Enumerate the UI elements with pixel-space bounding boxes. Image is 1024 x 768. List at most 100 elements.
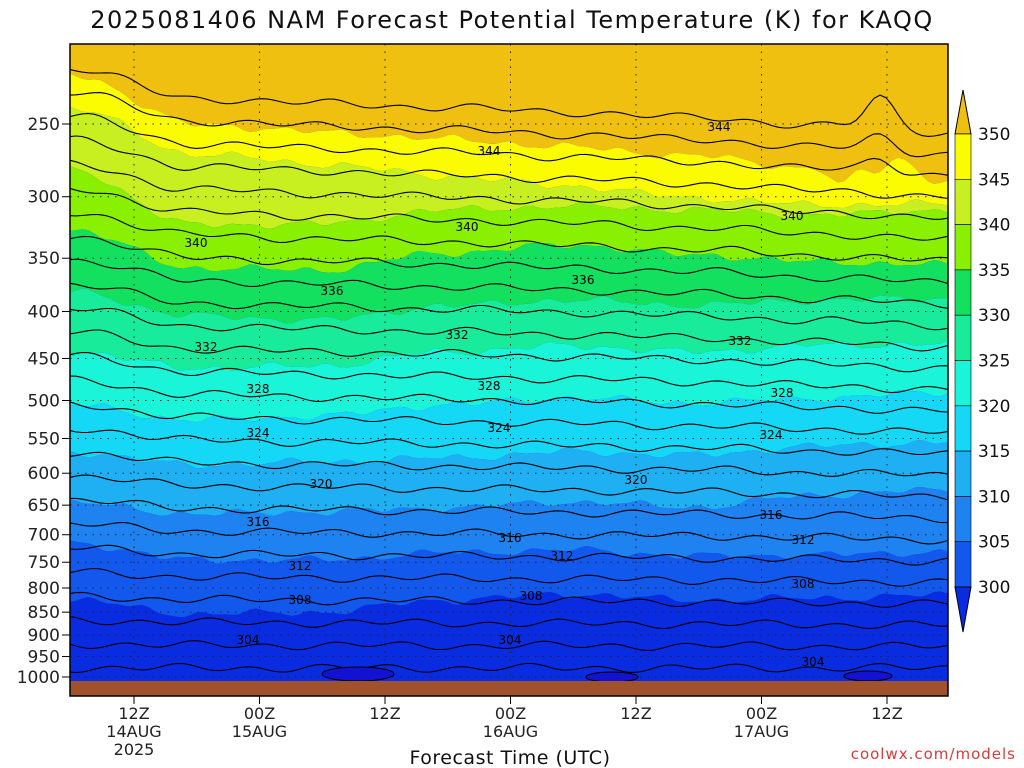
contour-label: 312	[551, 549, 574, 563]
contour-line	[70, 616, 948, 630]
contour-line	[70, 235, 948, 285]
colorbar-segment	[954, 360, 972, 407]
y-tick-label: 600	[28, 464, 60, 484]
contour-label: 340	[185, 236, 208, 250]
contour-label: 340	[781, 209, 804, 223]
y-tick-label: 750	[28, 553, 60, 573]
contour-label: 324	[488, 421, 511, 435]
contour-label: 328	[478, 379, 501, 393]
chart-title: 2025081406 NAM Forecast Potential Temper…	[90, 6, 933, 34]
band-fill	[70, 106, 948, 229]
colorbar-tick-label: 345	[978, 170, 1010, 190]
y-tick-label: 250	[28, 115, 60, 135]
contour-label: 344	[478, 144, 501, 158]
contour-line	[70, 159, 948, 220]
contour-label: 320	[625, 473, 648, 487]
contour-line	[70, 187, 948, 241]
contour-line	[70, 497, 948, 524]
y-tick-label: 350	[28, 249, 60, 269]
contour-line	[70, 351, 948, 394]
contour-line	[70, 258, 948, 309]
y-tick-label: 500	[28, 392, 60, 412]
y-tick-label: 550	[28, 430, 60, 450]
colorbar-segment	[954, 179, 972, 225]
band-fill	[70, 390, 948, 469]
filled-contour-bands	[70, 44, 948, 696]
x-tick-year: 2025	[114, 740, 155, 759]
y-tick-label: 950	[28, 648, 60, 668]
x-tick-time: 00Z	[746, 704, 777, 723]
colorbar-overflow-bottom	[954, 586, 972, 633]
contour-line	[70, 135, 948, 199]
contour-line	[70, 401, 948, 435]
ground-strip	[70, 681, 948, 696]
contour-label: 332	[446, 328, 469, 342]
colorbar-tick-label: 330	[978, 306, 1010, 326]
cold-pocket	[321, 666, 395, 682]
contour-label: 328	[771, 386, 794, 400]
contour-line	[70, 591, 948, 608]
contour-label: 308	[289, 593, 312, 607]
colorbar-tick-label: 340	[978, 216, 1010, 236]
colorbar-tick-label: 300	[978, 578, 1010, 598]
contour-label: 316	[499, 531, 522, 545]
y-tick-label: 900	[28, 626, 60, 646]
contour-label: 304	[237, 633, 260, 647]
contour-label: 344	[708, 120, 731, 134]
y-tick-label: 800	[28, 579, 60, 599]
band-fill	[70, 487, 948, 564]
x-tick-date: 15AUG	[232, 722, 287, 741]
x-tick-time: 12Z	[118, 704, 149, 723]
x-tick-date: 17AUG	[734, 722, 789, 741]
x-axis-label: Forecast Time (UTC)	[410, 747, 611, 768]
y-tick-label: 650	[28, 496, 60, 516]
contour-lines	[70, 69, 948, 674]
band-fill	[70, 229, 948, 324]
colorbar-segment	[954, 133, 972, 180]
x-tick-time: 12Z	[620, 704, 651, 723]
colorbar-tick-label: 350	[978, 125, 1010, 145]
contour-line	[70, 69, 948, 137]
contour-line	[70, 282, 948, 331]
colorbar-segment	[954, 269, 972, 316]
contour-line	[70, 375, 948, 414]
x-tick-time: 00Z	[244, 704, 275, 723]
y-tick-label: 300	[28, 188, 60, 208]
colorbar-tick-label: 305	[978, 533, 1010, 553]
contour-label: 312	[792, 533, 815, 547]
colorbar-tick-label: 335	[978, 261, 1010, 281]
colorbar-segment	[954, 496, 972, 542]
band-fill	[70, 440, 948, 516]
y-axis: 250 300 350 400 450 500 550 600 650 700 750 800 850 9…	[17, 115, 70, 688]
contour-line	[70, 474, 948, 501]
band-fill	[70, 73, 948, 208]
y-tick-label: 700	[28, 526, 60, 546]
y-tick-label: 400	[28, 302, 60, 322]
contour-label: 336	[572, 273, 595, 287]
contour-line	[70, 112, 948, 176]
x-tick-time: 00Z	[495, 704, 526, 723]
contour-line	[70, 307, 948, 352]
contour-label: 332	[195, 340, 218, 354]
x-tick-date: 14AUG	[106, 722, 161, 741]
band-fill	[70, 288, 948, 371]
contour-labels: 344 344 340 340 340 336 336 332 332 332 328 328 328 3…	[185, 120, 825, 669]
contour-line	[70, 640, 948, 651]
colorbar-segment	[954, 314, 972, 361]
contour-line	[70, 213, 948, 262]
contour-label: 308	[792, 577, 815, 591]
plot-area: 344 344 340 340 340 336 336 332 332 332 328 328 328 3…	[70, 44, 948, 696]
colorbar-tick-label: 310	[978, 487, 1010, 507]
x-tick-time: 12Z	[369, 704, 400, 723]
credit-text: coolwx.com/models	[851, 745, 1016, 763]
x-tick-time: 12Z	[871, 704, 902, 723]
band-fill	[70, 44, 948, 184]
contour-label: 340	[456, 220, 479, 234]
contour-line	[70, 329, 948, 373]
colorbar-overflow-top	[954, 89, 972, 135]
contour-line	[70, 429, 948, 456]
colorbar-segment	[954, 224, 972, 271]
contour-line	[70, 544, 948, 566]
colorbar-tick-label: 320	[978, 397, 1010, 417]
